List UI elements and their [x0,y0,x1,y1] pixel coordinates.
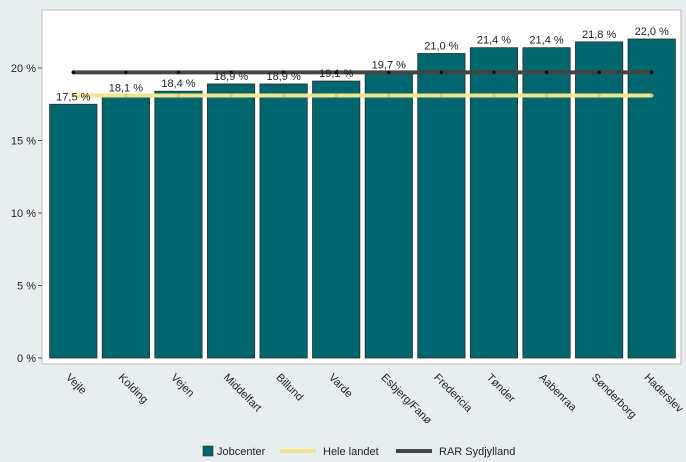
bar [101,95,150,359]
bar [575,41,624,359]
hele-landet-point [492,93,496,98]
hele-landet-point [176,93,181,98]
reference-lines [71,70,654,98]
x-tick-label: Aabenraa [536,372,579,415]
legend-label-hele-landet: Hele landet [323,446,379,458]
bar [312,80,361,359]
legend-swatch-jobcenter [202,445,214,457]
rar-sydjylland-point [386,70,391,75]
x-tick-label: Haderslev [642,372,686,416]
legend-label-rar-sydjylland: RAR Sydjylland [439,446,515,458]
x-tick-label: Vejle [63,372,88,397]
bar [469,47,519,359]
data-label: 21,4 % [477,35,511,47]
bar [49,103,98,359]
x-tick-label: Sønderborg [589,372,639,422]
bar [154,90,203,359]
rar-sydjylland-point [597,70,601,75]
x-tick-label: Tønder [484,372,518,406]
data-label: 19,7 % [372,59,406,71]
rar-sydjylland-point [649,70,654,75]
data-label: 19,1 % [319,68,353,80]
data-label: 18,4 % [161,78,195,90]
hele-landet-point [597,93,601,98]
x-tick-label: Kolding [116,372,150,406]
x-tick-label: Esbjerg/Fanø [379,372,434,427]
x-axis: Vejle Kolding Vejen Middelfart Billund Varde E… [63,372,685,427]
y-tick-label: 15 % [11,136,36,148]
x-tick-label: Vejen [168,372,196,400]
x-tick-label: Middelfart [221,372,264,415]
hele-landet-point [386,93,391,98]
rar-sydjylland-point [439,70,444,75]
data-label: 21,8 % [582,29,616,41]
bar [417,53,466,359]
y-tick-label: 20 % [11,63,36,75]
legend: Jobcenter Hele landet RAR Sydjylland [202,445,515,458]
y-tick-label: 10 % [11,208,36,220]
data-label: 21,0 % [424,41,458,53]
data-label: 18,1 % [109,83,143,95]
y-tick-label: 0 % [17,353,36,365]
hele-landet-point [334,93,339,98]
rar-sydjylland-point [334,70,339,75]
hele-landet-point [649,93,654,98]
data-label: 17,5 % [56,91,90,103]
legend-label-jobcenter: Jobcenter [217,446,266,458]
rar-sydjylland-point [124,70,128,75]
hele-landet-point [439,93,444,98]
hele-landet-point [281,93,286,98]
bars [49,38,676,359]
x-tick-label: Fredericia [431,372,475,416]
bar [364,71,413,359]
rar-sydjylland-point [229,70,233,75]
y-tick-label: 5 % [17,281,36,293]
hele-landet-point [229,93,233,98]
x-tick-label: Billund [274,372,306,404]
y-axis: 0 % 5 % 10 % 15 % 20 % [11,63,42,365]
rar-sydjylland-point [544,70,549,75]
data-label: 18,9 % [214,71,248,83]
bar [259,83,308,359]
rar-sydjylland-point [281,70,286,75]
hele-landet-point [544,93,549,98]
rar-sydjylland-point [176,70,181,75]
data-labels: 17,5 % 18,1 % 18,4 % 18,9 % 18,9 % 19,1 % 19,7… [56,26,669,103]
hele-landet-point [71,93,76,98]
bar [627,38,676,359]
data-label: 21,4 % [529,35,563,47]
hele-landet-point [124,93,128,98]
data-label: 22,0 % [635,26,669,38]
rar-sydjylland-point [492,70,496,75]
data-label: 18,9 % [267,71,301,83]
bar [206,83,256,359]
rar-sydjylland-point [71,70,76,75]
x-tick-label: Varde [326,372,355,401]
bar [522,47,571,359]
